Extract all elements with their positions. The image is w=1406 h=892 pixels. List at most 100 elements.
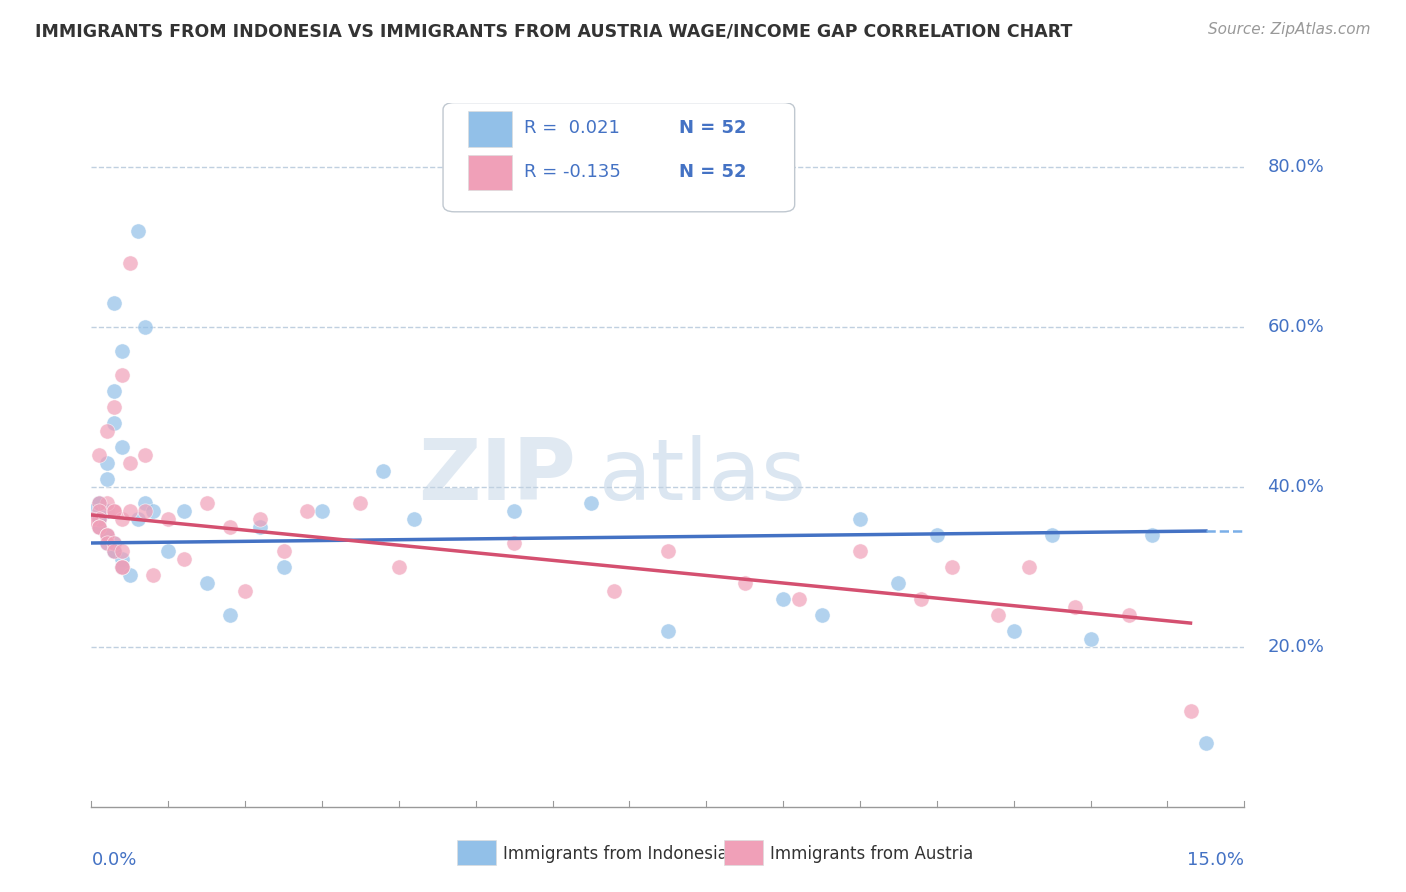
Point bbox=[96, 424, 118, 438]
Point bbox=[849, 512, 872, 526]
Text: N = 52: N = 52 bbox=[679, 163, 747, 181]
Point bbox=[118, 504, 141, 518]
Text: N = 52: N = 52 bbox=[679, 120, 747, 137]
Bar bbox=[468, 155, 512, 190]
Point bbox=[349, 496, 371, 510]
Point bbox=[249, 520, 271, 534]
Point bbox=[80, 512, 103, 526]
Point bbox=[118, 456, 141, 470]
Point bbox=[925, 528, 948, 542]
Point bbox=[1140, 528, 1163, 542]
Point bbox=[118, 256, 141, 270]
Point bbox=[1002, 624, 1025, 639]
Text: 60.0%: 60.0% bbox=[1267, 318, 1324, 335]
Point bbox=[87, 520, 110, 534]
Point bbox=[218, 608, 240, 623]
Point bbox=[157, 512, 180, 526]
Text: ZIP: ZIP bbox=[418, 434, 575, 517]
Point bbox=[157, 544, 180, 558]
Point bbox=[195, 496, 218, 510]
Point bbox=[1018, 560, 1040, 574]
Point bbox=[249, 512, 271, 526]
Point bbox=[111, 544, 134, 558]
Point bbox=[603, 584, 626, 599]
Point bbox=[1040, 528, 1063, 542]
Point bbox=[96, 456, 118, 470]
Point bbox=[134, 319, 156, 334]
Text: 80.0%: 80.0% bbox=[1267, 158, 1324, 176]
Point bbox=[1195, 736, 1218, 750]
Point bbox=[87, 512, 110, 526]
Text: 15.0%: 15.0% bbox=[1187, 851, 1244, 870]
FancyBboxPatch shape bbox=[443, 103, 794, 211]
Point bbox=[111, 560, 134, 574]
Point bbox=[173, 504, 195, 518]
Point bbox=[142, 504, 165, 518]
Point bbox=[127, 224, 149, 238]
Text: 0.0%: 0.0% bbox=[91, 851, 136, 870]
Text: Source: ZipAtlas.com: Source: ZipAtlas.com bbox=[1208, 22, 1371, 37]
Point bbox=[373, 464, 395, 478]
Point bbox=[849, 544, 872, 558]
Point bbox=[810, 608, 832, 623]
Point bbox=[87, 496, 110, 510]
Text: 40.0%: 40.0% bbox=[1267, 478, 1324, 496]
Point bbox=[103, 504, 125, 518]
Text: IMMIGRANTS FROM INDONESIA VS IMMIGRANTS FROM AUSTRIA WAGE/INCOME GAP CORRELATION: IMMIGRANTS FROM INDONESIA VS IMMIGRANTS … bbox=[35, 22, 1073, 40]
Point bbox=[1118, 608, 1140, 623]
Point bbox=[233, 584, 256, 599]
Point bbox=[111, 560, 134, 574]
Point bbox=[218, 520, 240, 534]
Point bbox=[1064, 600, 1087, 615]
Point bbox=[127, 512, 149, 526]
Point bbox=[87, 512, 110, 526]
Point bbox=[503, 504, 526, 518]
Point bbox=[118, 568, 141, 582]
Point bbox=[87, 496, 110, 510]
Point bbox=[173, 552, 195, 566]
Point bbox=[787, 592, 810, 607]
Point bbox=[734, 576, 756, 591]
Point bbox=[103, 384, 125, 398]
Point bbox=[103, 544, 125, 558]
Point bbox=[134, 504, 156, 518]
Point bbox=[80, 504, 103, 518]
Point bbox=[103, 536, 125, 550]
Point bbox=[503, 536, 526, 550]
Point bbox=[111, 560, 134, 574]
Point bbox=[1080, 632, 1102, 646]
Point bbox=[111, 560, 134, 574]
Point bbox=[404, 512, 426, 526]
Point bbox=[87, 496, 110, 510]
Point bbox=[87, 520, 110, 534]
Text: Immigrants from Indonesia: Immigrants from Indonesia bbox=[503, 845, 728, 863]
Point bbox=[87, 512, 110, 526]
Point bbox=[273, 560, 295, 574]
Point bbox=[103, 295, 125, 310]
Point bbox=[111, 552, 134, 566]
Bar bbox=[468, 112, 512, 146]
Point bbox=[103, 504, 125, 518]
Text: Immigrants from Austria: Immigrants from Austria bbox=[770, 845, 974, 863]
Point bbox=[273, 544, 295, 558]
Point bbox=[111, 343, 134, 358]
Point bbox=[96, 504, 118, 518]
Point bbox=[103, 400, 125, 414]
Point bbox=[87, 520, 110, 534]
Point bbox=[96, 536, 118, 550]
Point bbox=[111, 368, 134, 382]
Point bbox=[103, 544, 125, 558]
Point bbox=[96, 528, 118, 542]
Point bbox=[111, 512, 134, 526]
Point bbox=[87, 520, 110, 534]
Point bbox=[1180, 704, 1202, 718]
Text: R =  0.021: R = 0.021 bbox=[523, 120, 620, 137]
Point bbox=[295, 504, 318, 518]
Point bbox=[87, 448, 110, 462]
Point bbox=[96, 496, 118, 510]
Point bbox=[887, 576, 910, 591]
Point bbox=[657, 624, 679, 639]
Text: 20.0%: 20.0% bbox=[1267, 638, 1324, 657]
Point bbox=[103, 544, 125, 558]
Point bbox=[388, 560, 411, 574]
